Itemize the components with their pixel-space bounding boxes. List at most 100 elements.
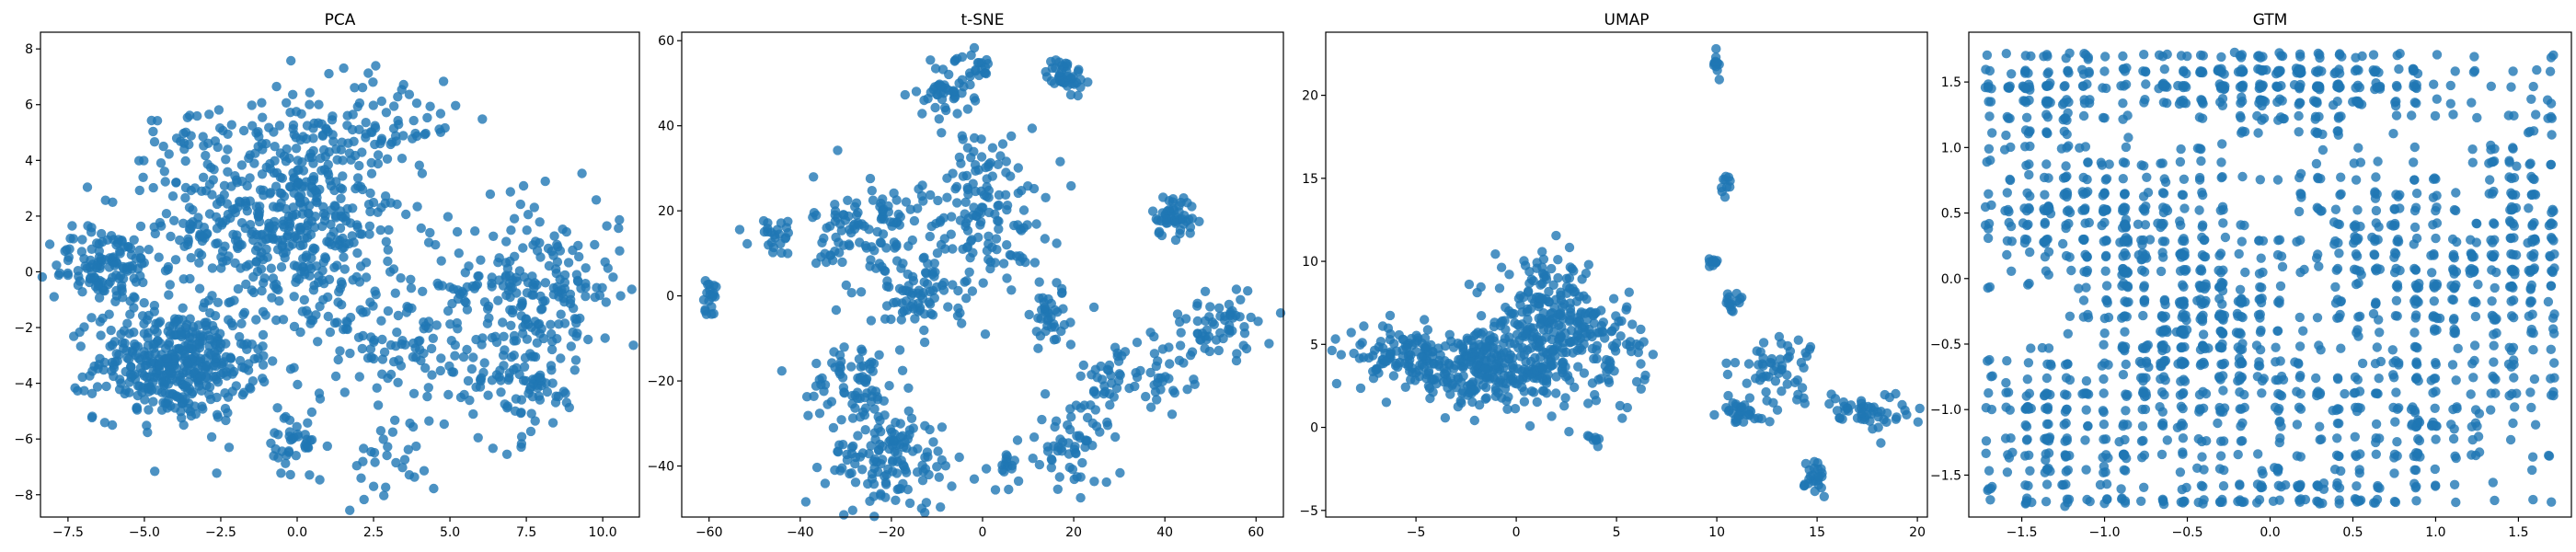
- scatter-point: [1200, 331, 1210, 341]
- scatter-point: [284, 181, 295, 192]
- scatter-point: [776, 366, 787, 376]
- scatter-point: [898, 442, 909, 453]
- scatter-point: [2352, 205, 2363, 215]
- scatter-point: [1013, 188, 1024, 199]
- scatter-point: [2043, 201, 2053, 212]
- scatter-point: [2136, 496, 2146, 506]
- scatter-point: [876, 198, 886, 209]
- scatter-point: [94, 246, 105, 257]
- scatter-point: [164, 149, 174, 159]
- scatter-point: [182, 112, 192, 122]
- scatter-point: [2528, 81, 2538, 92]
- scatter-point: [947, 212, 957, 222]
- scatter-point: [1900, 405, 1910, 416]
- scatter-point: [2121, 359, 2131, 370]
- scatter-point: [1984, 282, 1995, 293]
- scatter-point: [2504, 215, 2515, 226]
- scatter-point: [271, 81, 282, 92]
- scatter-point: [1596, 320, 1607, 331]
- scatter-point: [110, 357, 121, 367]
- scatter-point: [164, 290, 174, 300]
- scatter-point: [1401, 342, 1412, 353]
- scatter-point: [498, 317, 508, 328]
- x-tick-label: 0: [1512, 525, 1521, 540]
- scatter-point: [1984, 189, 1994, 199]
- scatter-point: [2140, 206, 2150, 216]
- scatter-point: [2445, 80, 2455, 91]
- scatter-point: [2239, 389, 2249, 400]
- x-tick-label: 1.5: [2508, 525, 2528, 540]
- scatter-point: [417, 168, 428, 178]
- scatter-point: [482, 318, 493, 328]
- scatter-point: [2043, 270, 2053, 280]
- scatter-point: [1225, 328, 1235, 338]
- scatter-point: [930, 267, 940, 277]
- scatter-point: [409, 472, 420, 482]
- scatter-point: [67, 221, 77, 231]
- scatter-point: [285, 364, 296, 374]
- scatter-point: [2294, 127, 2304, 137]
- scatter-point: [2006, 221, 2017, 232]
- scatter-point: [1766, 353, 1777, 364]
- scatter-point: [2546, 159, 2557, 169]
- scatter-point: [1001, 457, 1012, 467]
- scatter-point: [1752, 346, 1762, 356]
- scatter-point: [2330, 282, 2340, 293]
- scatter-point: [2357, 51, 2367, 62]
- axes-frame: [40, 31, 640, 518]
- scatter-point: [537, 304, 547, 314]
- y-tick-label: 0.5: [1941, 207, 1961, 222]
- scatter-point: [283, 446, 294, 456]
- scatter-point: [982, 181, 992, 192]
- scatter-point: [471, 382, 481, 392]
- scatter-point: [519, 362, 530, 372]
- scatter-point: [357, 83, 368, 93]
- scatter-point: [839, 388, 850, 398]
- scatter-point: [915, 303, 926, 313]
- scatter-point: [2104, 159, 2114, 169]
- scatter-point: [271, 283, 282, 293]
- scatter-point: [213, 238, 223, 248]
- scatter-point: [811, 462, 822, 473]
- scatter-point: [258, 329, 269, 340]
- scatter-point: [608, 272, 618, 282]
- scatter-point: [54, 268, 65, 279]
- scatter-point: [590, 292, 600, 303]
- scatter-point: [63, 255, 74, 266]
- scatter-point: [166, 231, 176, 242]
- scatter-point: [272, 403, 282, 413]
- scatter-point: [384, 224, 394, 236]
- scatter-point: [120, 338, 130, 349]
- scatter-point: [1777, 386, 1787, 397]
- scatter-point: [387, 427, 398, 437]
- scatter-point: [2176, 144, 2186, 155]
- scatter-point: [888, 466, 898, 477]
- scatter-point: [453, 324, 463, 334]
- scatter-point: [1164, 342, 1174, 352]
- scatter-point: [135, 270, 145, 282]
- scatter-point: [781, 223, 792, 233]
- scatter-point: [876, 490, 886, 500]
- scatter-point: [2063, 498, 2073, 508]
- scatter-point: [889, 217, 899, 227]
- scatter-point: [460, 268, 470, 278]
- scatter-point: [1723, 390, 1733, 401]
- scatter-point: [2295, 68, 2306, 78]
- scatter-point: [2181, 315, 2191, 326]
- x-tick-label: −0.5: [2172, 525, 2203, 540]
- scatter-point: [375, 426, 386, 436]
- scatter-point: [1913, 417, 1923, 427]
- scatter-point: [305, 318, 316, 328]
- scatter-point: [2137, 421, 2148, 431]
- scatter-point: [2060, 436, 2070, 446]
- scatter-point: [1577, 274, 1587, 284]
- scatter-point: [1006, 131, 1017, 142]
- scatter-point: [2512, 161, 2522, 171]
- y-tick-label: 1.0: [1941, 141, 1961, 155]
- scatter-point: [2371, 172, 2381, 182]
- scatter-point: [305, 229, 316, 240]
- scatter-point: [60, 246, 70, 257]
- scatter-point: [363, 68, 374, 78]
- scatter-point: [2020, 480, 2030, 490]
- scatter-point: [381, 108, 392, 118]
